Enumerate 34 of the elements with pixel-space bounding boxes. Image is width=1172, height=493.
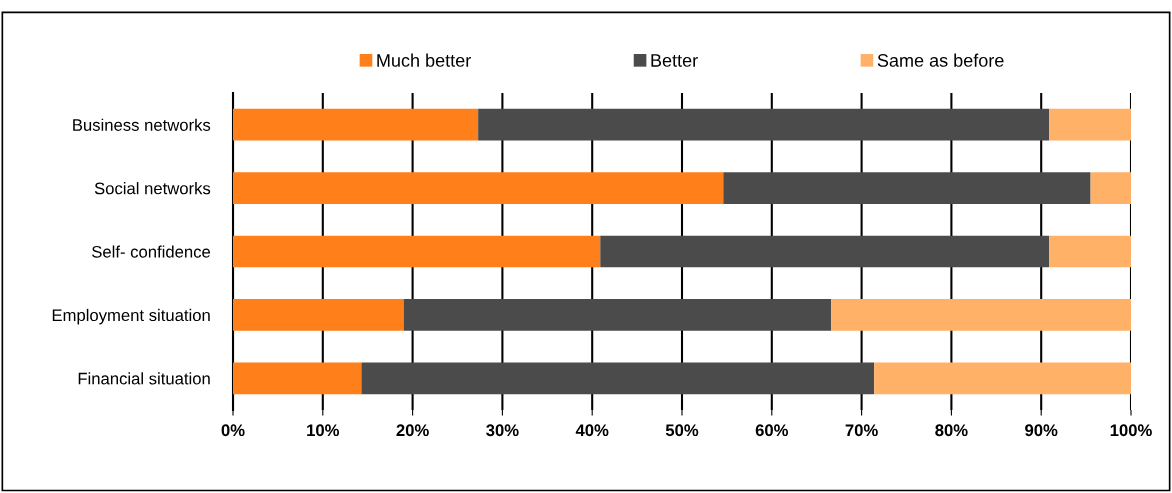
bar — [233, 235, 601, 268]
bar — [831, 299, 1131, 331]
y-tick-label: Self- confidence — [92, 245, 211, 258]
x-tick-label: 30% — [486, 424, 519, 437]
bar — [403, 299, 832, 331]
bar — [233, 362, 362, 395]
y-tick-label: Employment situation — [52, 308, 210, 325]
x-tick-label: 90% — [1025, 424, 1058, 437]
x-tick-label: 50% — [665, 424, 699, 437]
bar — [233, 108, 479, 141]
x-tick-label: 80% — [935, 424, 968, 437]
bar — [478, 108, 1050, 141]
legend-label: Same as before — [877, 53, 1004, 67]
y-tick-label: Business networks — [73, 118, 211, 131]
legend-label: Much better — [377, 53, 471, 67]
x-tick-label: 60% — [755, 424, 789, 437]
bar — [361, 362, 875, 395]
x-tick-label: 0% — [221, 424, 245, 437]
bar — [1049, 235, 1131, 268]
x-tick-label: 40% — [575, 424, 609, 437]
bar — [600, 235, 1050, 268]
bar — [874, 362, 1131, 395]
x-tick-label: 100% — [1110, 424, 1152, 437]
bar — [233, 299, 404, 331]
bar — [233, 172, 724, 204]
bar — [1049, 108, 1131, 141]
x-tick-label: 70% — [845, 424, 878, 437]
bar — [1090, 172, 1131, 204]
legend-label: Better — [651, 54, 698, 67]
y-tick-label: Financial situation — [78, 372, 210, 385]
x-tick-label: 10% — [307, 424, 340, 437]
x-tick-label: 20% — [396, 424, 429, 437]
bar — [723, 172, 1091, 204]
y-tick-label: Social networks — [94, 182, 211, 195]
